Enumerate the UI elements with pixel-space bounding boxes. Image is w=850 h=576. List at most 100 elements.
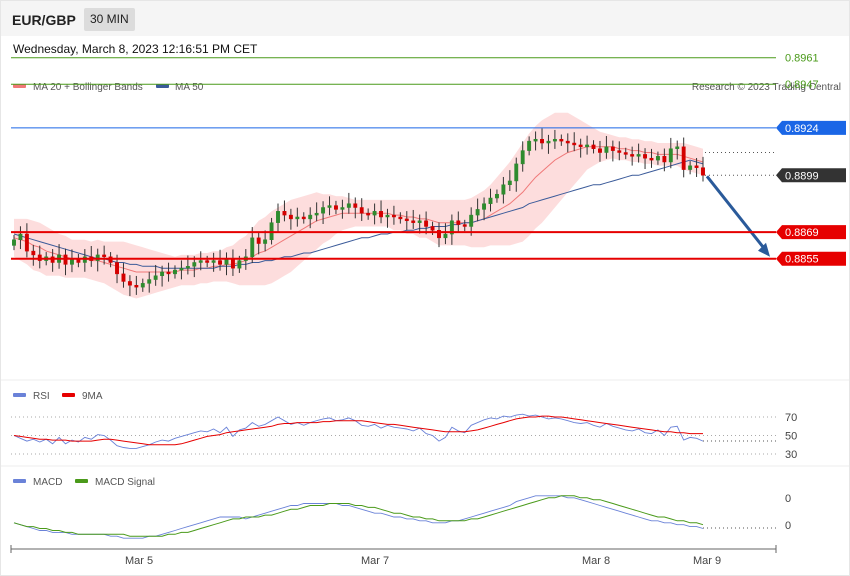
- level-tag-support-red: [776, 225, 846, 240]
- macd-signal-line: [13, 495, 704, 537]
- macd-tick-label: 0: [785, 493, 791, 505]
- candle-body: [610, 146, 615, 151]
- candle-body: [314, 212, 319, 216]
- candle-body: [701, 167, 705, 176]
- macd-legend-label: MACD: [33, 477, 62, 488]
- candle-body: [385, 214, 390, 218]
- candle-body: [681, 146, 686, 170]
- candle-body: [250, 237, 255, 258]
- candle-body: [437, 230, 441, 239]
- candle-body: [237, 260, 242, 269]
- x-tick-label: Mar 8: [582, 555, 610, 567]
- price-legend: MA 20 + Bollinger Bands MA 50: [13, 82, 204, 93]
- level-label: 0.8899: [785, 170, 819, 182]
- candle-body: [488, 197, 493, 204]
- macd-line: [13, 495, 704, 539]
- candle-body: [404, 218, 409, 222]
- candle-body: [127, 281, 132, 286]
- candle-body: [578, 144, 583, 148]
- datetime-label: Wednesday, March 8, 2023 12:16:51 PM CET: [13, 42, 258, 56]
- candle-body: [173, 269, 177, 275]
- candle-body: [147, 279, 152, 284]
- ma50-legend-label: MA 50: [175, 82, 204, 93]
- level-tag-support-red: [776, 251, 846, 266]
- level-tag-pivot-blue: [776, 120, 846, 135]
- candle-body: [276, 211, 280, 223]
- candle-body: [552, 138, 557, 142]
- candle-body: [359, 207, 364, 214]
- candle-body: [565, 140, 570, 144]
- macd-panel: 00: [13, 493, 791, 539]
- candle-body: [366, 212, 371, 216]
- candle-body: [31, 250, 36, 256]
- rsi-tick-label: 30: [785, 449, 797, 461]
- forecast-arrow: [705, 175, 768, 252]
- candle-body: [462, 224, 467, 227]
- bollinger-band: [14, 112, 703, 299]
- level-label: 0.8924: [785, 123, 819, 135]
- candle-body: [514, 163, 519, 182]
- candle-body: [655, 156, 660, 161]
- candle-body: [218, 260, 223, 265]
- candle-body: [140, 283, 145, 288]
- candle-body: [185, 266, 190, 269]
- candle-body: [424, 220, 429, 227]
- candle-body: [662, 156, 667, 163]
- candle-body: [694, 165, 699, 168]
- rsi-legend-swatch: [13, 393, 26, 397]
- copyright-label: Research © 2023 Trading Central: [692, 82, 841, 93]
- candle-body: [160, 271, 165, 277]
- candle-body: [282, 211, 287, 216]
- candle-body: [507, 180, 512, 185]
- candle-body: [430, 226, 435, 231]
- candle-body: [617, 150, 622, 153]
- candle-body: [443, 233, 448, 239]
- level-label: 0.8961: [785, 53, 819, 65]
- candle-body: [321, 207, 326, 214]
- ma50-legend-swatch: [156, 84, 169, 88]
- x-axis: Mar 5 Mar 7 Mar 8 Mar 9: [10, 545, 777, 567]
- x-tick-label: Mar 5: [125, 555, 153, 567]
- candle-body: [449, 220, 454, 235]
- candle-body: [411, 220, 416, 223]
- candle-body: [334, 205, 338, 210]
- candle-body: [482, 203, 487, 210]
- candle-body: [591, 144, 596, 149]
- x-tick-label: Mar 7: [361, 555, 389, 567]
- candle-body: [649, 157, 654, 161]
- candle-body: [630, 154, 635, 157]
- forecast-arrow-head: [758, 242, 770, 257]
- rsi-legend: RSI 9MA: [13, 391, 103, 402]
- x-tick-label: Mar 9: [693, 555, 721, 567]
- level-label: 0.8947: [785, 79, 819, 91]
- candle-body: [288, 214, 293, 220]
- interval-button[interactable]: 30 MIN: [84, 8, 135, 31]
- candle-body: [256, 237, 261, 244]
- candle-body: [398, 216, 403, 220]
- candle-body: [604, 146, 609, 153]
- candle-body: [456, 220, 461, 225]
- candle-body: [340, 207, 345, 210]
- candle-body: [675, 146, 680, 149]
- candle-body: [12, 239, 16, 246]
- candle-body: [585, 144, 590, 148]
- macd-signal-legend-label: MACD Signal: [95, 477, 155, 488]
- candle-body: [192, 262, 197, 267]
- ma20-legend-label: MA 20 + Bollinger Bands: [33, 82, 143, 93]
- rsi-ma-legend-label: 9MA: [82, 391, 103, 402]
- candle-body: [372, 211, 377, 216]
- rsi-ma-line: [13, 415, 703, 446]
- ma20-legend-swatch: [13, 84, 26, 88]
- candle-body: [623, 152, 628, 155]
- candle-body: [308, 214, 313, 220]
- candle-body: [668, 148, 673, 163]
- candle-body: [121, 273, 126, 282]
- candle-body: [153, 275, 158, 280]
- rsi-panel: 70 50 30: [11, 412, 797, 461]
- macd-tick-label: 0: [785, 520, 791, 532]
- candle-body: [205, 260, 210, 263]
- candle-body: [520, 150, 525, 165]
- candle-body: [115, 262, 119, 275]
- level-label: 0.8869: [785, 227, 819, 239]
